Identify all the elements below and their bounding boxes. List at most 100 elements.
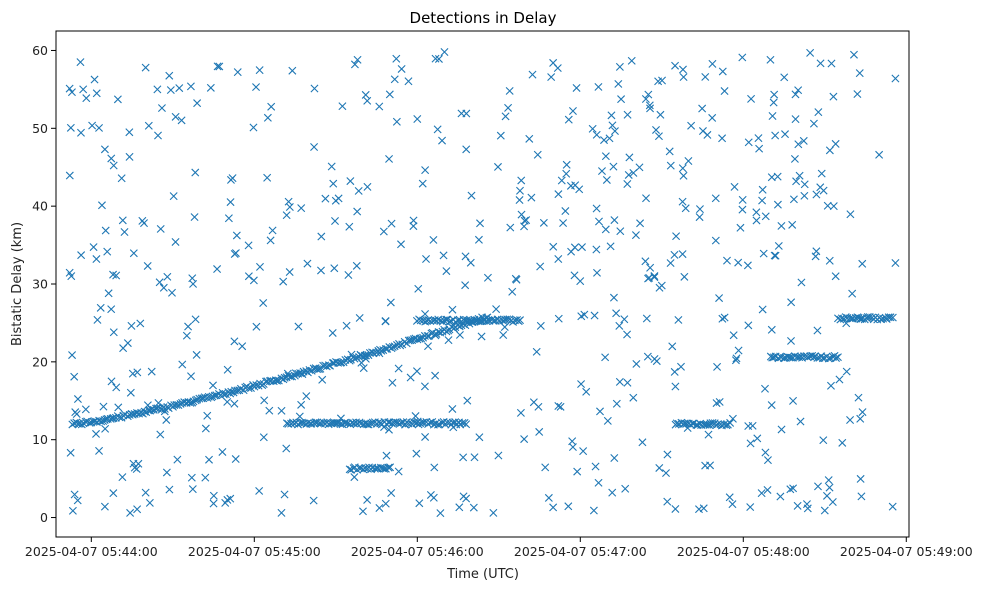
- data-point: [773, 200, 782, 209]
- data-point: [529, 398, 538, 407]
- data-point: [381, 464, 390, 473]
- data-point: [355, 464, 364, 472]
- data-point: [191, 168, 200, 177]
- data-point: [352, 353, 361, 362]
- data-point: [592, 245, 601, 254]
- data-point: [566, 181, 575, 190]
- data-point: [117, 174, 126, 183]
- data-point: [718, 314, 727, 323]
- data-point: [795, 171, 804, 180]
- data-point: [265, 406, 274, 415]
- data-point: [522, 216, 531, 225]
- data-point: [577, 243, 586, 252]
- data-point: [282, 444, 291, 453]
- data-point: [825, 146, 834, 155]
- data-point: [255, 486, 264, 495]
- data-point: [624, 170, 633, 179]
- data-point: [81, 405, 90, 414]
- data-point: [109, 270, 118, 279]
- data-point: [646, 104, 655, 113]
- data-point: [387, 488, 396, 497]
- data-point: [678, 164, 687, 173]
- data-point: [461, 252, 470, 261]
- data-point: [789, 484, 798, 493]
- data-point: [725, 493, 734, 502]
- data-point: [193, 395, 202, 404]
- data-point: [232, 231, 241, 240]
- data-point: [856, 414, 865, 423]
- data-point: [203, 411, 212, 420]
- data-point: [125, 152, 134, 161]
- data-point: [554, 254, 563, 263]
- data-point: [858, 408, 867, 417]
- data-point: [720, 420, 729, 429]
- data-point: [678, 65, 687, 74]
- data-point: [608, 121, 617, 130]
- data-point: [623, 378, 632, 387]
- data-point: [787, 336, 795, 345]
- data-point: [475, 433, 484, 442]
- data-point: [230, 250, 239, 258]
- data-point: [224, 214, 233, 223]
- data-point: [758, 305, 767, 314]
- data-point: [127, 321, 136, 330]
- data-point: [205, 455, 213, 464]
- data-point: [226, 175, 235, 184]
- data-point: [455, 503, 464, 512]
- data-point: [107, 154, 116, 163]
- data-point: [165, 71, 174, 80]
- data-point: [803, 353, 812, 362]
- data-point: [769, 98, 778, 107]
- data-point: [759, 249, 768, 258]
- data-point: [549, 242, 558, 251]
- data-point: [520, 216, 529, 225]
- data-point: [767, 325, 776, 334]
- data-point: [113, 95, 122, 104]
- data-point: [857, 492, 866, 501]
- data-point: [277, 374, 286, 383]
- data-point: [133, 368, 142, 377]
- data-point: [209, 491, 218, 500]
- data-point: [101, 424, 110, 433]
- data-point: [594, 478, 603, 487]
- data-point: [136, 319, 145, 328]
- data-point: [187, 372, 196, 381]
- data-point: [303, 259, 312, 268]
- data-point: [662, 469, 671, 478]
- data-point: [364, 420, 373, 429]
- data-point: [263, 173, 272, 182]
- data-point: [171, 237, 180, 246]
- data-point: [252, 322, 261, 331]
- data-point: [424, 342, 432, 351]
- data-point: [68, 351, 77, 360]
- data-point: [623, 180, 632, 188]
- data-point: [535, 427, 544, 436]
- data-point: [610, 127, 619, 136]
- data-point: [776, 492, 785, 501]
- data-point: [466, 258, 475, 267]
- data-point: [362, 351, 371, 360]
- data-point: [668, 342, 677, 351]
- data-point: [363, 182, 372, 191]
- data-point: [386, 463, 395, 472]
- data-point: [703, 130, 712, 139]
- data-point: [282, 211, 291, 220]
- data-point: [642, 194, 651, 203]
- data-point: [718, 67, 727, 76]
- data-point: [504, 103, 513, 112]
- data-point: [602, 175, 611, 184]
- data-point: [888, 502, 897, 511]
- data-point: [153, 85, 162, 94]
- data-point: [636, 219, 645, 228]
- data-point: [154, 131, 162, 140]
- data-point: [744, 321, 753, 330]
- data-point: [680, 272, 689, 281]
- data-point: [384, 425, 393, 434]
- data-point: [644, 274, 653, 283]
- data-point: [761, 448, 770, 457]
- data-point: [711, 194, 720, 203]
- data-point: [65, 84, 74, 93]
- data-point: [221, 498, 230, 507]
- data-point: [541, 463, 550, 472]
- data-point: [375, 102, 384, 111]
